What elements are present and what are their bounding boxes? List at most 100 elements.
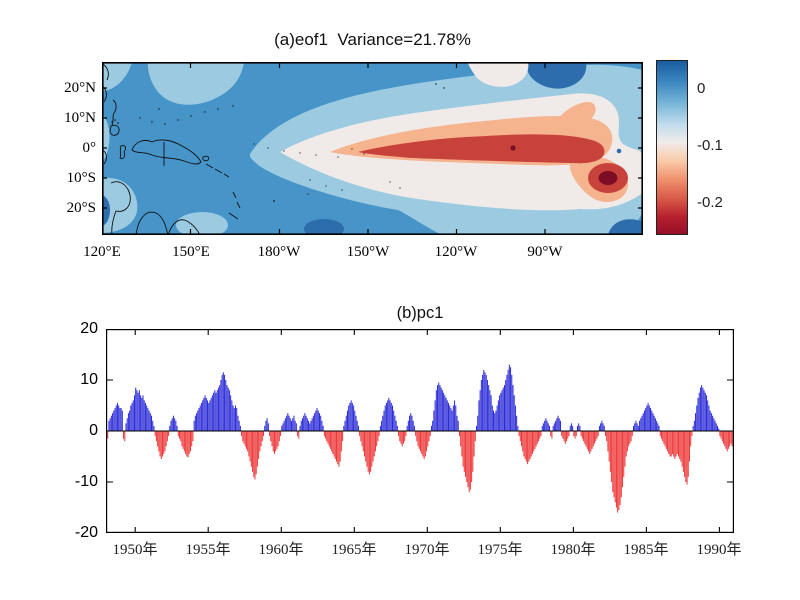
pc1-bar (197, 410, 199, 431)
pc1-bar (549, 425, 551, 431)
pc1-ytick-m10: -10 (74, 473, 98, 490)
pc1-bar (529, 431, 531, 460)
pc1-bar (637, 425, 639, 431)
pc1-bar (540, 431, 542, 437)
pc1-bar (727, 431, 729, 449)
pc1-bar (541, 425, 543, 431)
small-blue-dot (616, 148, 622, 154)
pc1-bar (440, 387, 442, 431)
pc1-bar (684, 431, 686, 477)
pc1-bar (137, 392, 139, 431)
pc1-bar (402, 431, 404, 444)
pc1-bar (495, 410, 497, 431)
pc1-bar (478, 400, 480, 431)
lat-tick-20s: 20°S (66, 200, 96, 216)
pc1-bar (135, 387, 137, 431)
lon-tick-90w: 90°W (527, 244, 563, 260)
pc1-bar (671, 431, 673, 454)
pc1-bar (667, 431, 669, 452)
pc1-bar (619, 431, 621, 505)
pc1-xtick-1975: 1975年 (477, 542, 523, 558)
pc1-bar (634, 423, 636, 431)
pc1-bar (675, 431, 677, 457)
pc1-bar (317, 410, 319, 431)
pc1-bar (345, 415, 347, 431)
pc1-bar (673, 431, 675, 457)
pc1-bar (668, 431, 670, 454)
pc1-bar (144, 402, 146, 431)
pc1-bar (617, 431, 619, 513)
pc1-bar (613, 431, 615, 498)
pc1-bar (709, 410, 711, 431)
pc1-bar (314, 413, 316, 431)
pc1-bar (706, 395, 708, 431)
pc1-bar (562, 431, 564, 439)
pc1-bar (585, 431, 587, 447)
pc1-bar (327, 431, 329, 444)
pc1-bar (423, 431, 425, 460)
pc1-bar (601, 420, 603, 431)
pc1-bar (164, 431, 166, 452)
pc1-bar (566, 431, 568, 442)
pc1-bar (501, 390, 503, 431)
pc1-bar (575, 431, 577, 437)
pc1-bar (577, 425, 578, 431)
pc1-bar (517, 425, 519, 431)
pc1-bar (688, 431, 690, 462)
pc1-bar (143, 400, 145, 431)
pc1-bar (687, 431, 689, 477)
pc1-bar (136, 390, 138, 431)
pc1-xtick-1955: 1955年 (185, 542, 231, 558)
pc1-bar (480, 380, 482, 431)
pc1-bar (467, 431, 469, 488)
pc1-bar (374, 431, 376, 452)
eof-spatial-map (102, 62, 643, 235)
pc1-bar (146, 405, 148, 431)
pc1-bar (462, 431, 464, 467)
pc1-bar (714, 420, 716, 431)
pc1-bar (119, 408, 121, 431)
pc1-bar (477, 415, 479, 431)
pc1-bar (308, 420, 310, 431)
pc1-bar (422, 431, 424, 457)
pc1-bar (685, 431, 687, 482)
pc1-bar (245, 431, 247, 449)
pc1-bar (410, 413, 412, 431)
pc1-bar (701, 385, 703, 431)
pc1-bar (702, 387, 704, 431)
pc1-bar (626, 431, 628, 452)
pc1-bar (494, 413, 496, 431)
pc1-bar (142, 395, 144, 431)
pc1-bar (323, 431, 325, 437)
lon-tick-120e: 120°E (83, 244, 121, 260)
lat-tick-0: 0° (82, 140, 97, 156)
pc1-bar (378, 431, 380, 437)
pc1-bar (376, 431, 378, 447)
pc1-bar (316, 408, 318, 431)
pc1-bar (542, 423, 544, 431)
pc1-bar (514, 405, 516, 431)
pc1-bar (445, 397, 447, 431)
pc1-bar (406, 425, 408, 431)
pc1-bar (471, 431, 473, 482)
map-frame (102, 62, 643, 235)
pc1-bar (510, 367, 512, 431)
pc1-bar (325, 431, 327, 439)
contour-band-red (358, 134, 605, 164)
pc1-bar (598, 425, 600, 431)
pc1-bar (243, 431, 245, 444)
pc1-bar (158, 431, 160, 452)
pc1-bar (242, 431, 244, 442)
contour-band-light-blue (176, 212, 228, 235)
pc1-bar (461, 431, 463, 457)
contour-band-light-blue (147, 62, 244, 105)
pc1-bar (366, 431, 368, 467)
pc1-bar (663, 431, 665, 444)
pc1-bar (723, 431, 725, 444)
contour-band-light-blue (102, 62, 132, 92)
lat-tick-10n: 10°N (64, 110, 96, 126)
pc1-bar (350, 400, 352, 431)
pc1-bar (207, 400, 209, 431)
pc1-bar (692, 425, 694, 431)
pc1-bar (149, 413, 151, 431)
